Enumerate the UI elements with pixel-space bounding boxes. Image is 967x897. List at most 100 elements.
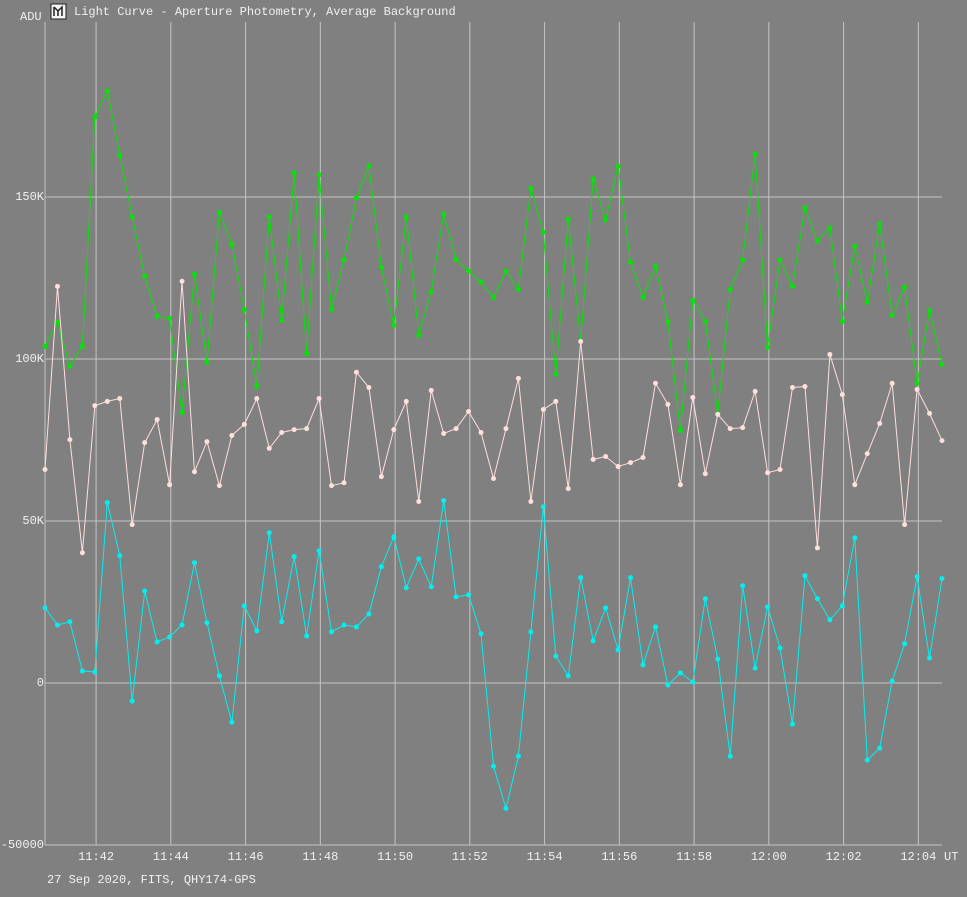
data-point	[877, 745, 883, 751]
data-point	[628, 259, 634, 265]
data-point	[503, 268, 509, 274]
chart-title: Light Curve - Aperture Photometry, Avera…	[74, 5, 456, 19]
data-point	[814, 238, 820, 244]
data-point	[54, 622, 60, 628]
data-point	[117, 396, 123, 402]
data-point	[92, 669, 98, 675]
data-point	[827, 617, 833, 623]
data-point	[540, 407, 546, 413]
data-point	[677, 670, 683, 676]
data-point	[266, 214, 272, 220]
data-point	[254, 628, 260, 634]
data-point	[416, 556, 422, 562]
data-point	[353, 369, 359, 375]
data-point	[291, 554, 297, 560]
data-point	[790, 283, 795, 289]
data-point	[740, 425, 746, 431]
data-point	[603, 217, 609, 223]
data-point	[677, 428, 683, 434]
data-point	[204, 620, 210, 626]
data-point	[54, 319, 60, 325]
data-point	[628, 575, 634, 581]
data-point	[341, 622, 347, 628]
series-line	[44, 281, 943, 553]
data-point	[192, 469, 197, 475]
data-point	[752, 665, 758, 671]
data-point	[740, 257, 746, 263]
data-point	[142, 273, 148, 279]
data-point	[677, 482, 683, 488]
data-point	[652, 624, 658, 630]
data-point	[366, 384, 372, 390]
data-point	[752, 388, 758, 394]
data-point	[927, 655, 933, 661]
data-point	[628, 460, 634, 466]
data-point	[702, 471, 708, 477]
data-point	[540, 504, 546, 510]
data-point	[715, 411, 721, 417]
data-point	[316, 172, 322, 178]
data-point	[902, 641, 908, 647]
data-point	[777, 466, 783, 472]
data-point	[142, 588, 148, 594]
data-point	[839, 392, 845, 398]
data-point	[366, 611, 372, 617]
data-point	[241, 603, 247, 609]
data-point	[640, 294, 646, 300]
data-point	[92, 403, 98, 409]
data-point	[665, 318, 671, 324]
data-point	[117, 152, 123, 158]
data-point	[590, 456, 596, 462]
data-point	[154, 639, 160, 645]
series-line	[44, 500, 943, 811]
y-tick-label: 100K	[15, 352, 45, 366]
data-point	[42, 605, 48, 611]
data-point	[266, 530, 272, 536]
data-point	[914, 386, 920, 392]
data-point	[428, 288, 434, 294]
data-point	[864, 757, 870, 763]
data-point	[528, 629, 534, 635]
data-point	[827, 351, 833, 357]
data-point	[67, 619, 73, 625]
data-point	[466, 592, 472, 598]
data-point	[104, 500, 110, 506]
data-point	[117, 553, 123, 559]
data-point	[104, 398, 110, 404]
data-point	[54, 283, 60, 289]
data-point	[790, 721, 795, 727]
data-point	[391, 534, 397, 540]
data-point	[341, 257, 347, 263]
data-point	[690, 679, 696, 685]
data-point	[790, 384, 795, 390]
data-point	[478, 430, 484, 436]
data-point	[702, 596, 708, 602]
data-point	[441, 211, 447, 217]
data-point	[79, 550, 85, 556]
data-point	[640, 662, 646, 668]
data-point	[67, 363, 73, 369]
data-point	[690, 395, 696, 401]
data-point	[42, 343, 48, 349]
data-point	[553, 398, 559, 404]
data-point	[864, 451, 870, 457]
data-point	[192, 271, 197, 277]
x-tick-label: 11:46	[228, 850, 264, 864]
data-point	[802, 205, 808, 211]
data-point	[428, 584, 434, 590]
data-point	[939, 361, 945, 367]
data-point	[839, 603, 845, 609]
data-point	[291, 170, 297, 176]
data-point	[129, 214, 135, 220]
data-point	[590, 638, 596, 644]
data-point	[254, 396, 260, 402]
data-point	[615, 647, 621, 653]
data-point	[889, 380, 895, 386]
data-point	[515, 286, 521, 292]
footer: 27 Sep 2020, FITS, QHY174-GPS	[47, 873, 256, 887]
data-point	[927, 307, 933, 313]
data-point	[378, 264, 384, 270]
y-tick-label: 0	[37, 676, 44, 690]
data-point	[578, 575, 584, 581]
